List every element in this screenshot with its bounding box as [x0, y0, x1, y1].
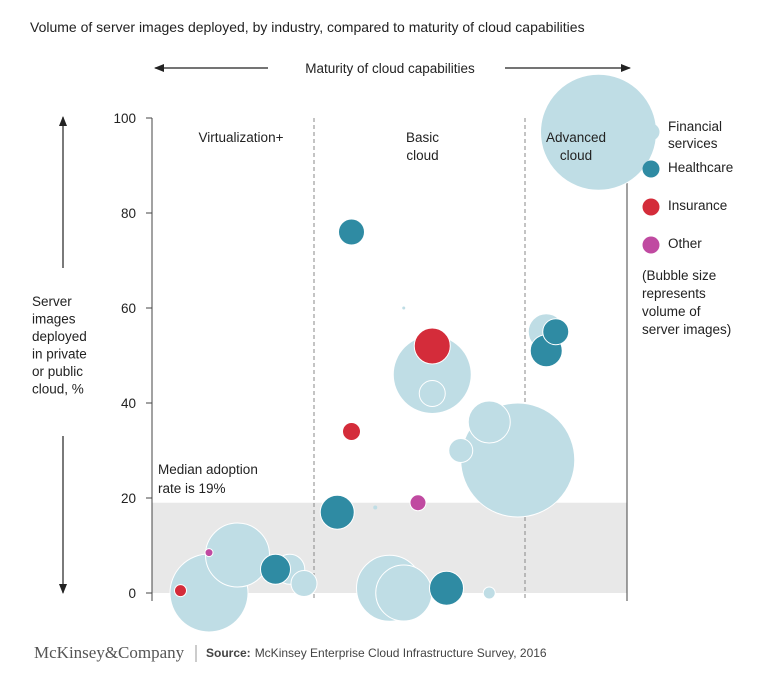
y-axis-label-line: deployed	[32, 329, 87, 344]
bubble-healthcare	[338, 218, 365, 246]
median-label: Median adoption rate is 19%	[158, 462, 258, 496]
bubble-insurance	[174, 584, 187, 598]
legend-swatch-3	[642, 236, 660, 254]
y-tick-label: 40	[121, 396, 136, 411]
region-label-2: Advanced	[546, 130, 606, 145]
bubble-insurance	[342, 422, 361, 441]
bubble-healthcare	[542, 318, 570, 346]
brand-logo: McKinsey&Company	[34, 643, 185, 662]
legend-swatch-0	[642, 123, 660, 141]
y-axis-label-group: Server images deployed in private or public c…	[32, 116, 87, 594]
bubble-other	[409, 494, 427, 512]
bubble-financial-services	[375, 564, 433, 622]
bubble-financial-services	[418, 380, 446, 407]
legend-swatch-1	[642, 160, 660, 178]
bubble-healthcare	[260, 553, 291, 585]
region-label-1: cloud	[406, 148, 438, 163]
y-tick-label: 20	[121, 491, 136, 506]
legend-label-1: Healthcare	[668, 160, 733, 175]
legend-label-0: Financial	[668, 119, 722, 134]
legend-note-line: (Bubble size	[642, 268, 716, 283]
region-labels: Virtualization+ Basic cloud Advanced cloud	[199, 130, 606, 163]
y-tick-label: 80	[121, 206, 136, 221]
legend-label-3: Other	[668, 236, 702, 251]
x-axis-label-group: Maturity of cloud capabilities	[154, 61, 631, 76]
region-label-0: Virtualization+	[199, 130, 284, 145]
legend-note-line: volume of	[642, 304, 701, 319]
region-label-1: Basic	[406, 130, 439, 145]
y-axis-ticks: 0 20 40 60 80 100	[113, 111, 152, 601]
legend-note-line: server images)	[642, 322, 731, 337]
median-label-line: rate is 19%	[158, 481, 226, 496]
x-axis-label: Maturity of cloud capabilities	[305, 61, 475, 76]
legend-note-line: represents	[642, 286, 706, 301]
y-tick-label: 100	[113, 111, 136, 126]
chart-title: Volume of server images deployed, by ind…	[30, 19, 585, 35]
legend-swatch-2	[642, 198, 660, 216]
bubble-healthcare	[319, 494, 355, 530]
y-axis-label-line: images	[32, 312, 76, 327]
bubble-financial-services	[448, 438, 474, 463]
y-axis-label-line: Server	[32, 294, 72, 309]
region-label-2: cloud	[560, 148, 592, 163]
bubbles	[169, 73, 657, 633]
bubble-healthcare	[429, 570, 464, 606]
source-line: Source: McKinsey Enterprise Cloud Infrast…	[206, 646, 547, 660]
bubble-financial-services	[205, 522, 270, 588]
median-label-line: Median adoption	[158, 462, 258, 477]
y-tick-label: 0	[128, 586, 136, 601]
source-label: Source:	[206, 646, 251, 660]
legend-label-2: Insurance	[668, 198, 727, 213]
bubble-financial-services	[373, 505, 378, 510]
y-axis-label-line: or public	[32, 364, 83, 379]
y-tick-label: 60	[121, 301, 136, 316]
y-axis-label-line: in private	[32, 347, 87, 362]
bubble-financial-services	[482, 586, 496, 600]
bubble-financial-services	[467, 400, 511, 444]
bubble-insurance	[413, 327, 451, 365]
legend-label-0: services	[668, 136, 718, 151]
bubble-other	[204, 548, 214, 558]
bubble-financial-services	[402, 306, 406, 310]
bubble-financial-services	[290, 570, 318, 597]
source-text: McKinsey Enterprise Cloud Infrastructure…	[255, 646, 547, 660]
legend: Financial services Healthcare Insurance Othe…	[642, 119, 733, 337]
y-axis-label: Server images deployed in private or public c…	[32, 294, 87, 397]
y-axis-label-line: cloud, %	[32, 382, 84, 397]
